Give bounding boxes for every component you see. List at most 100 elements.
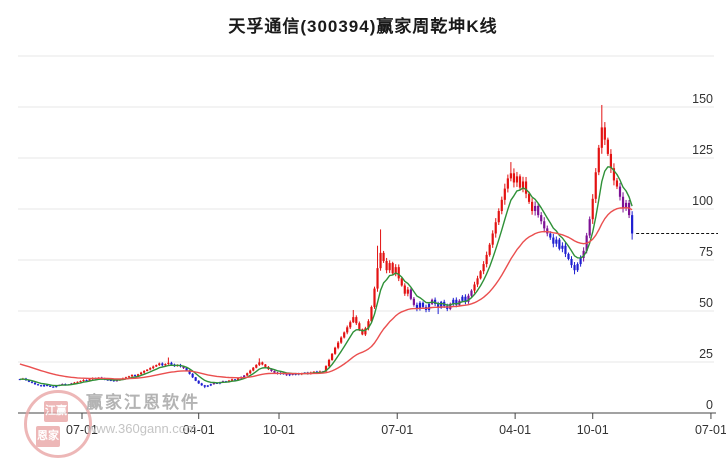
candle: [136, 374, 140, 376]
candle: [391, 263, 394, 274]
candle: [109, 379, 112, 381]
candle: [567, 253, 570, 259]
candle: [327, 359, 331, 367]
candle: [503, 188, 506, 200]
candle: [191, 373, 194, 378]
candle: [36, 384, 40, 386]
ma-slow-line: [19, 207, 633, 380]
candle: [285, 374, 288, 376]
candle: [594, 172, 597, 199]
y-tick-label: 100: [692, 194, 713, 208]
candle: [246, 373, 249, 376]
candle: [164, 364, 167, 366]
x-tick-label: 07-01: [66, 423, 98, 437]
candle: [512, 173, 516, 183]
candle: [549, 233, 552, 238]
candle: [618, 186, 622, 197]
candle: [343, 332, 346, 338]
candle: [537, 205, 540, 216]
candle: [564, 245, 567, 254]
candle: [18, 379, 21, 381]
candle: [609, 153, 613, 169]
candle: [170, 362, 173, 365]
candle: [115, 380, 118, 382]
x-tick-label: 04-01: [499, 423, 531, 437]
candle: [464, 296, 467, 302]
candle: [146, 369, 149, 371]
candle: [476, 278, 479, 285]
candle: [624, 202, 628, 208]
candle: [255, 364, 258, 368]
candle: [543, 221, 546, 229]
candle: [494, 222, 497, 234]
candle: [33, 382, 37, 385]
candle: [506, 178, 509, 189]
candle: [155, 365, 158, 367]
ma-fast-line: [19, 166, 633, 387]
candle: [88, 379, 91, 381]
candle: [385, 261, 388, 271]
candle: [461, 296, 464, 301]
candle: [531, 201, 534, 212]
candle: [55, 385, 58, 388]
candle: [200, 383, 203, 386]
candle: [591, 198, 594, 220]
candle: [288, 374, 291, 376]
candle: [43, 385, 46, 387]
x-tick-label: 10-01: [263, 423, 295, 437]
candle: [409, 289, 412, 299]
candle: [330, 353, 334, 360]
candle: [340, 337, 343, 343]
candle: [212, 383, 215, 385]
x-tick-label: 10-01: [577, 423, 609, 437]
candle: [291, 374, 294, 376]
candle: [570, 258, 573, 266]
candle: [561, 245, 564, 249]
candle: [324, 366, 328, 372]
candle: [455, 299, 458, 305]
candle: [76, 381, 79, 383]
candle: [485, 254, 488, 265]
candle: [582, 250, 585, 258]
candle: [355, 317, 358, 324]
candle: [518, 176, 522, 188]
candle: [488, 244, 491, 255]
candle: [127, 376, 131, 378]
candle: [143, 370, 146, 373]
candle: [588, 219, 591, 236]
candle: [233, 379, 237, 381]
candle: [358, 323, 361, 330]
candle: [258, 362, 261, 365]
candle: [346, 327, 349, 333]
x-tick-label: 04-01: [183, 423, 215, 437]
candle: [361, 329, 364, 335]
candle: [470, 290, 473, 296]
candle: [388, 263, 391, 271]
candle: [158, 363, 161, 366]
candle: [427, 303, 431, 310]
candle: [558, 239, 561, 249]
candle: [243, 375, 246, 378]
candle: [403, 285, 406, 294]
candle: [49, 385, 52, 387]
y-tick-label: 50: [699, 296, 713, 310]
candle: [376, 268, 379, 289]
candle: [197, 380, 200, 384]
candle: [333, 347, 337, 354]
candle: [27, 380, 31, 382]
candle: [209, 384, 212, 386]
candle: [540, 215, 543, 222]
x-tick-label: 07-01: [381, 423, 413, 437]
y-tick-label: 125: [692, 143, 713, 157]
candle: [85, 379, 88, 381]
candle: [152, 366, 155, 369]
candle: [382, 252, 385, 262]
candle: [600, 127, 603, 148]
candle: [73, 382, 76, 384]
x-tick-label: 07-01: [695, 423, 726, 437]
candle: [573, 265, 576, 271]
candle: [370, 306, 373, 322]
candle: [270, 369, 273, 371]
candle: [130, 375, 134, 377]
